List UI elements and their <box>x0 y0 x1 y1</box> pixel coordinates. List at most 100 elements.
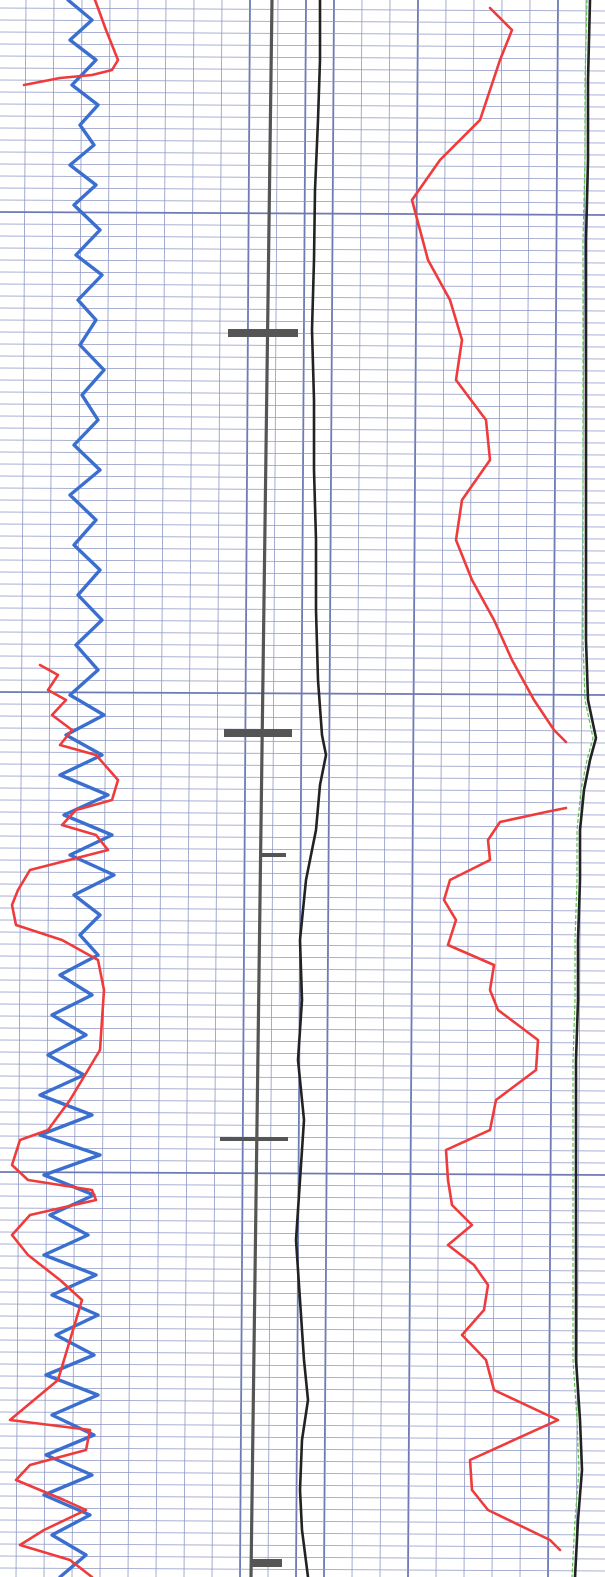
grid-minor-line <box>0 583 605 588</box>
grid-minor-line <box>0 871 605 876</box>
grid-minor-line <box>0 1543 605 1548</box>
grid-minor-line <box>0 1399 605 1404</box>
grid-minor-line <box>0 559 605 564</box>
grid-minor-line <box>0 259 605 264</box>
gray-log-curve <box>249 0 274 1577</box>
grid-vertical-line <box>491 0 503 1577</box>
grid-minor-line <box>0 703 605 708</box>
grid-minor-line <box>0 715 605 720</box>
grid-minor-line <box>0 763 605 768</box>
grid-minor-line <box>0 1567 605 1572</box>
grid-vertical-line <box>463 0 475 1577</box>
grid-vertical-line <box>183 0 195 1577</box>
grid-minor-line <box>0 139 605 144</box>
grid-minor-line <box>0 55 605 60</box>
grid-minor-line <box>0 331 605 336</box>
grid-minor-line <box>0 727 605 732</box>
grid-vertical-line <box>267 0 279 1577</box>
grid-minor-line <box>0 595 605 600</box>
grid-minor-line <box>0 151 605 156</box>
grid-minor-line <box>0 1363 605 1368</box>
grid-major-line <box>0 691 605 696</box>
grid-minor-line <box>0 247 605 252</box>
grid-minor-line <box>0 523 605 528</box>
grid-minor-line <box>0 1087 605 1092</box>
grid-minor-line <box>0 1219 605 1224</box>
grid-minor-line <box>0 487 605 492</box>
grid-minor-line <box>0 895 605 900</box>
grid-minor-line <box>0 475 605 480</box>
grid-minor-line <box>0 319 605 324</box>
grid-vertical-line <box>435 0 447 1577</box>
grid-minor-line <box>0 1051 605 1056</box>
grid-minor-line <box>0 403 605 408</box>
grid-minor-line <box>0 775 605 780</box>
grid-minor-line <box>0 643 605 648</box>
grid-minor-line <box>0 931 605 936</box>
grid-minor-line <box>0 31 605 36</box>
grid-minor-line <box>0 1387 605 1392</box>
red-log-curve <box>22 0 120 87</box>
grid-minor-line <box>0 511 605 516</box>
grid-minor-line <box>0 943 605 948</box>
grid-minor-line <box>0 1063 605 1068</box>
grid-minor-line <box>0 1375 605 1380</box>
depth-marker <box>224 729 292 737</box>
grid-minor-line <box>0 127 605 132</box>
grid-minor-line <box>0 187 605 192</box>
chart-series <box>8 0 598 1577</box>
grid-minor-line <box>0 1255 605 1260</box>
grid-minor-line <box>0 1231 605 1236</box>
red-log-curve <box>410 6 568 744</box>
blue-log-curve <box>38 0 116 1577</box>
grid-minor-line <box>0 631 605 636</box>
grid-minor-line <box>0 1027 605 1032</box>
grid-minor-line <box>0 199 605 204</box>
grid-vertical-line <box>211 0 223 1577</box>
grid-minor-line <box>0 163 605 168</box>
grid-minor-line <box>0 427 605 432</box>
grid-minor-line <box>0 1075 605 1080</box>
grid-vertical-line <box>379 0 391 1577</box>
grid-major-line <box>0 211 605 216</box>
grid-minor-line <box>0 1183 605 1188</box>
grid-vertical-line <box>323 0 335 1577</box>
grid-minor-line <box>0 607 605 612</box>
grid-minor-line <box>0 679 605 684</box>
grid-minor-line <box>0 1555 605 1560</box>
grid-vertical-line <box>519 0 531 1577</box>
grid-minor-line <box>0 223 605 228</box>
depth-marker <box>262 853 286 857</box>
grid-minor-line <box>0 391 605 396</box>
grid-minor-line <box>0 1471 605 1476</box>
grid-minor-line <box>0 415 605 420</box>
grid-minor-line <box>0 499 605 504</box>
grid-minor-line <box>0 1411 605 1416</box>
grid-minor-line <box>0 859 605 864</box>
grid-minor-line <box>0 1015 605 1020</box>
grid-minor-line <box>0 847 605 852</box>
grid-minor-line <box>0 463 605 468</box>
grid-minor-line <box>0 1507 605 1512</box>
grid-minor-line <box>0 43 605 48</box>
grid-minor-line <box>0 799 605 804</box>
grid-minor-line <box>0 343 605 348</box>
grid-minor-line <box>0 883 605 888</box>
grid-minor-line <box>0 79 605 84</box>
grid-vertical-line <box>351 0 363 1577</box>
grid-minor-line <box>0 1303 605 1308</box>
grid-minor-line <box>0 823 605 828</box>
grid-minor-line <box>0 787 605 792</box>
grid-minor-line <box>0 1423 605 1428</box>
grid-minor-line <box>0 571 605 576</box>
grid-minor-line <box>0 1291 605 1296</box>
red-log-curve <box>442 806 568 1552</box>
grid-minor-line <box>0 1195 605 1200</box>
grid-minor-line <box>0 235 605 240</box>
grid-minor-line <box>0 667 605 672</box>
grid-minor-line <box>0 1459 605 1464</box>
grid-minor-line <box>0 283 605 288</box>
grid-minor-line <box>0 7 605 12</box>
red-log-curve <box>8 663 120 1577</box>
grid-minor-line <box>0 1243 605 1248</box>
